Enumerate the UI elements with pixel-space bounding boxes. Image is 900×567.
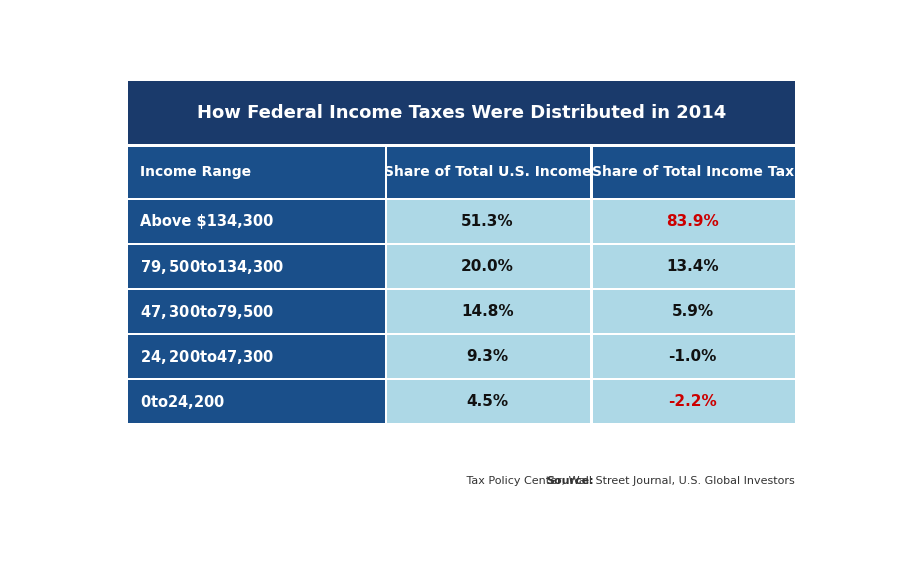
Bar — [387, 147, 590, 198]
Bar — [387, 380, 590, 423]
Text: $47,300 to $79,500: $47,300 to $79,500 — [140, 303, 274, 321]
Bar — [387, 335, 590, 378]
Bar — [128, 380, 384, 423]
Text: 4.5%: 4.5% — [466, 394, 508, 409]
Text: $0 to $24,200: $0 to $24,200 — [140, 392, 225, 411]
Bar — [593, 246, 796, 288]
Bar — [128, 200, 384, 243]
Text: Tax Policy Center, Wall Street Journal, U.S. Global Investors: Tax Policy Center, Wall Street Journal, … — [463, 476, 795, 485]
Bar — [387, 290, 590, 333]
Text: 9.3%: 9.3% — [466, 349, 508, 364]
Text: Share of Total U.S. Income: Share of Total U.S. Income — [383, 166, 591, 179]
Bar — [128, 81, 795, 145]
Text: How Federal Income Taxes Were Distributed in 2014: How Federal Income Taxes Were Distribute… — [196, 104, 726, 122]
Text: 5.9%: 5.9% — [671, 304, 714, 319]
Text: 83.9%: 83.9% — [666, 214, 719, 229]
Text: 51.3%: 51.3% — [461, 214, 514, 229]
Bar — [593, 200, 796, 243]
Bar — [593, 147, 796, 198]
Bar — [387, 246, 590, 288]
Text: Share of Total Income Tax: Share of Total Income Tax — [591, 166, 794, 179]
Bar — [593, 335, 796, 378]
Text: 20.0%: 20.0% — [461, 259, 514, 274]
Text: 13.4%: 13.4% — [666, 259, 719, 274]
Text: Income Range: Income Range — [140, 166, 251, 179]
Bar — [128, 290, 384, 333]
Bar — [128, 246, 384, 288]
Text: -1.0%: -1.0% — [669, 349, 716, 364]
Bar — [387, 200, 590, 243]
Text: -2.2%: -2.2% — [669, 394, 717, 409]
Text: Above $134,300: Above $134,300 — [140, 214, 274, 229]
Text: Source:: Source: — [546, 476, 594, 485]
Bar — [128, 335, 384, 378]
Text: $79,500 to $134,300: $79,500 to $134,300 — [140, 257, 284, 276]
Bar — [128, 147, 384, 198]
Bar — [593, 380, 796, 423]
Text: 14.8%: 14.8% — [461, 304, 514, 319]
Bar — [593, 290, 796, 333]
Text: $24,200 to $47,300: $24,200 to $47,300 — [140, 348, 274, 366]
